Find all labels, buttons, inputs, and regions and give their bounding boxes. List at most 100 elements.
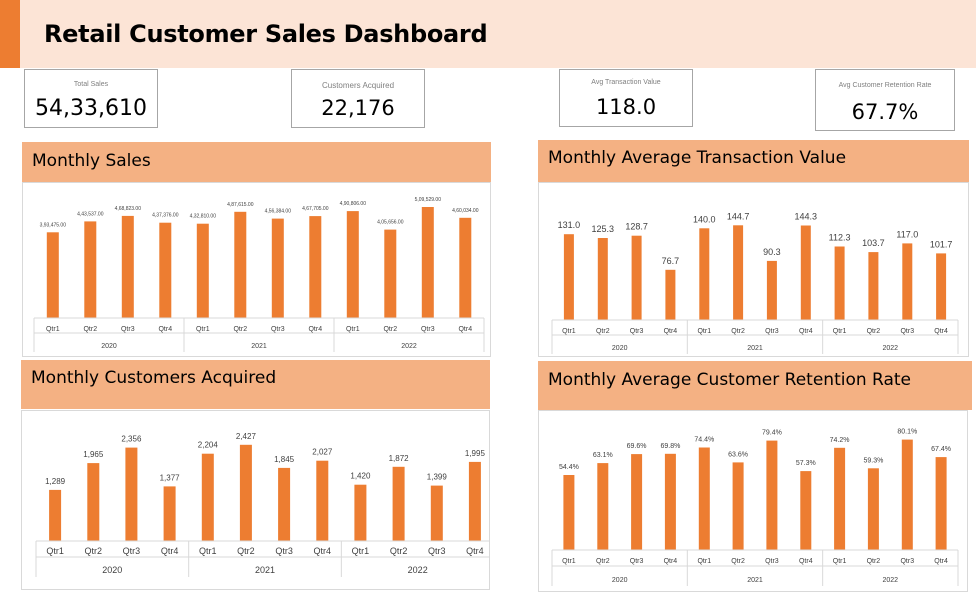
customers-year-label: 2020 bbox=[102, 565, 122, 575]
retention-bar bbox=[732, 462, 744, 550]
avg-txn-category-label: Qtr4 bbox=[934, 328, 948, 335]
retention-bar bbox=[631, 454, 643, 550]
retention-data-label: 80.1% bbox=[897, 429, 917, 436]
customers-bar bbox=[316, 460, 329, 541]
customers-year-label: 2021 bbox=[255, 565, 275, 575]
retention-category-label: Qtr2 bbox=[596, 558, 610, 565]
retention-bar bbox=[664, 453, 676, 550]
avg-txn-bar bbox=[834, 246, 845, 320]
customers-data-label: 1,995 bbox=[465, 449, 486, 458]
sales-bar bbox=[121, 215, 134, 318]
retention-year-label: 2022 bbox=[883, 577, 899, 584]
avg-txn-category-label: Qtr2 bbox=[731, 328, 745, 335]
sales-category-label: Qtr3 bbox=[271, 326, 285, 333]
avg-txn-data-label: 140.0 bbox=[693, 214, 716, 224]
avg-txn-category-label: Qtr3 bbox=[630, 328, 644, 335]
customers-category-label: Qtr4 bbox=[161, 546, 179, 556]
kpi-customers-acquired-value: 22,176 bbox=[321, 96, 395, 120]
sales-data-label: 4,60,034.00 bbox=[452, 208, 479, 214]
customers-acquired-title: Monthly Customers Acquired bbox=[31, 368, 277, 388]
retention-bar bbox=[698, 447, 710, 550]
retention-category-label: Qtr1 bbox=[833, 558, 847, 565]
customers-category-label: Qtr4 bbox=[314, 546, 332, 556]
retention-data-label: 69.8% bbox=[660, 443, 680, 450]
retention-data-label: 74.4% bbox=[694, 437, 714, 444]
sales-bar bbox=[271, 218, 284, 318]
kpi-avg-retention-rate: Avg Customer Retention Rate 67.7% bbox=[815, 69, 955, 131]
avg-txn-bar bbox=[699, 228, 710, 320]
customers-data-label: 1,399 bbox=[427, 473, 448, 482]
customers-data-label: 1,872 bbox=[389, 454, 410, 463]
customers-category-label: Qtr2 bbox=[85, 546, 103, 556]
avg-txn-data-label: 76.7 bbox=[662, 256, 680, 266]
customers-bar bbox=[201, 453, 214, 541]
kpi-avg-retention-rate-label: Avg Customer Retention Rate bbox=[838, 82, 932, 89]
retention-data-label: 63.6% bbox=[728, 451, 748, 458]
sales-category-label: Qtr2 bbox=[233, 326, 247, 333]
customers-category-label: Qtr3 bbox=[123, 546, 141, 556]
customers-category-label: Qtr3 bbox=[275, 546, 293, 556]
avg-txn-category-label: Qtr2 bbox=[867, 328, 881, 335]
customers-data-label: 2,427 bbox=[236, 432, 257, 441]
sales-category-label: Qtr4 bbox=[158, 326, 172, 333]
header-accent-bar bbox=[0, 0, 20, 68]
avg-txn-bar bbox=[800, 225, 811, 320]
retention-category-label: Qtr4 bbox=[799, 558, 813, 565]
retention-data-label: 69.6% bbox=[627, 443, 647, 450]
monthly-sales-title: Monthly Sales bbox=[32, 151, 151, 171]
kpi-total-sales-label: Total Sales bbox=[73, 81, 109, 88]
monthly-sales-chart-frame bbox=[22, 182, 491, 357]
avg-txn-year-label: 2020 bbox=[612, 345, 628, 352]
customers-bar bbox=[392, 466, 405, 541]
sales-category-label: Qtr4 bbox=[308, 326, 322, 333]
kpi-total-sales: Total Sales 54,33,610 bbox=[24, 69, 158, 128]
retention-bar bbox=[935, 457, 947, 550]
retention-category-label: Qtr1 bbox=[562, 558, 576, 565]
customers-bar bbox=[163, 486, 176, 541]
avg-txn-category-label: Qtr1 bbox=[697, 328, 711, 335]
customers-data-label: 1,420 bbox=[350, 472, 371, 481]
avg-txn-data-label: 144.3 bbox=[795, 212, 818, 222]
customers-data-label: 1,845 bbox=[274, 455, 295, 464]
sales-data-label: 4,87,615.00 bbox=[227, 202, 254, 208]
customers-category-label: Qtr1 bbox=[199, 546, 217, 556]
retention-category-label: Qtr1 bbox=[697, 558, 711, 565]
sales-year-label: 2022 bbox=[401, 343, 417, 350]
retention-bar bbox=[597, 463, 609, 550]
retention-category-label: Qtr3 bbox=[900, 558, 914, 565]
retention-year-label: 2021 bbox=[747, 577, 763, 584]
sales-data-label: 4,56,384.00 bbox=[265, 209, 292, 215]
sales-bar bbox=[84, 221, 97, 318]
customers-data-label: 1,965 bbox=[83, 450, 104, 459]
sales-bar bbox=[159, 222, 172, 318]
kpi-avg-transaction-value-value: 118.0 bbox=[595, 95, 657, 119]
retention-data-label: 59.3% bbox=[863, 457, 883, 464]
customers-bar bbox=[468, 461, 481, 541]
avg-txn-data-label: 103.7 bbox=[862, 238, 885, 248]
sales-data-label: 4,05,656.00 bbox=[377, 220, 404, 226]
customers-data-label: 2,027 bbox=[312, 448, 333, 457]
retention-data-label: 63.1% bbox=[593, 452, 613, 459]
sales-category-label: Qtr1 bbox=[46, 326, 60, 333]
customers-data-label: 1,289 bbox=[45, 477, 66, 486]
avg-txn-data-label: 101.7 bbox=[930, 239, 953, 249]
sales-bar bbox=[196, 223, 209, 318]
customers-acquired-chart: 1,289 Qtr1 1,965 Qtr2 2,356 Qtr3 1,377 Qtr4 2,20… bbox=[35, 432, 490, 577]
kpi-total-sales-value: 54,33,610 bbox=[35, 96, 147, 121]
monthly-sales-header: Monthly Sales bbox=[22, 142, 491, 182]
retention-rate-header: Monthly Average Customer Retention Rate bbox=[538, 361, 972, 410]
customers-bar bbox=[430, 485, 443, 541]
avg-txn-category-label: Qtr1 bbox=[833, 328, 847, 335]
avg-txn-year-label: 2022 bbox=[883, 345, 899, 352]
avg-txn-bar bbox=[631, 235, 642, 320]
customers-category-label: Qtr2 bbox=[390, 546, 408, 556]
customers-bar bbox=[87, 463, 100, 541]
retention-bar bbox=[800, 471, 812, 550]
retention-category-label: Qtr4 bbox=[664, 558, 678, 565]
sales-bar bbox=[346, 211, 359, 318]
avg-txn-data-label: 90.3 bbox=[763, 247, 781, 257]
avg-txn-data-label: 128.7 bbox=[625, 222, 648, 232]
avg-txn-bar bbox=[868, 252, 879, 320]
avg-transaction-value-header: Monthly Average Transaction Value bbox=[538, 140, 969, 182]
customers-category-label: Qtr1 bbox=[46, 546, 64, 556]
